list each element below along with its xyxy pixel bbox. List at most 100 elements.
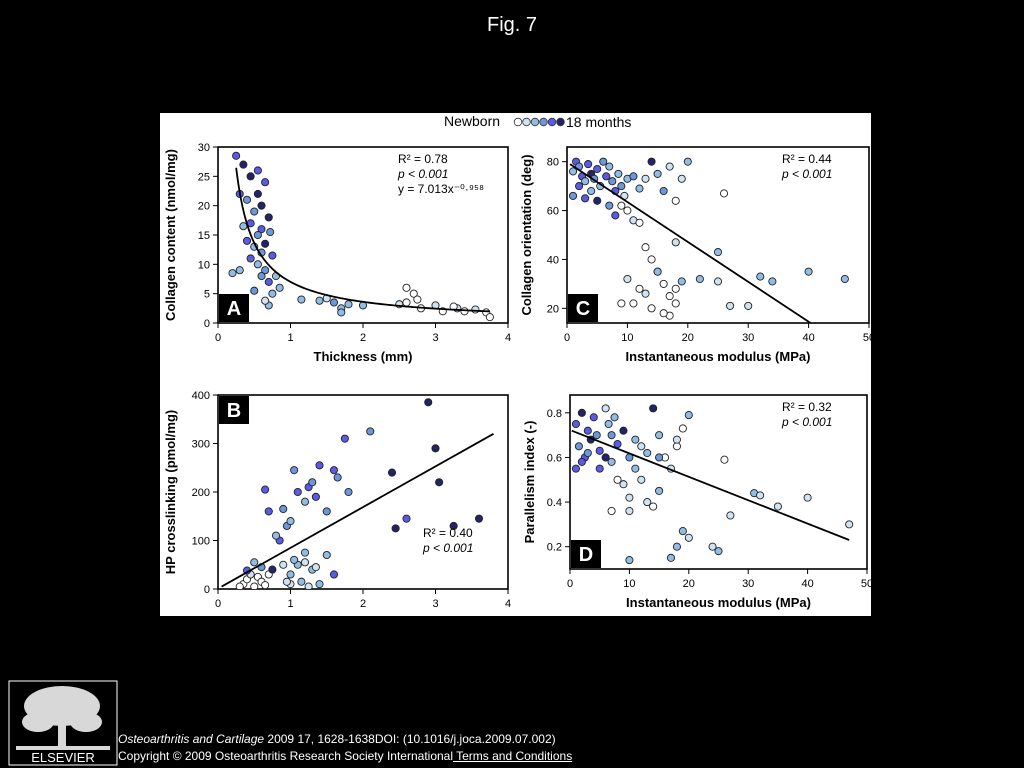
data-point <box>257 201 266 210</box>
data-point <box>286 570 295 579</box>
data-point <box>366 427 375 436</box>
data-point <box>315 296 324 305</box>
y-axis-label: Collagen orientation (deg) <box>519 154 534 315</box>
data-point <box>659 309 668 318</box>
age-legend: Newborn 18 months <box>444 113 631 130</box>
data-point <box>678 527 687 536</box>
data-point <box>619 480 628 489</box>
data-point <box>239 222 248 231</box>
data-point <box>593 164 602 174</box>
data-point <box>713 248 723 257</box>
data-point <box>726 511 735 520</box>
data-point <box>261 178 270 187</box>
data-point <box>261 296 270 305</box>
data-point <box>344 300 353 309</box>
page-title: Fig. 7 <box>486 14 538 36</box>
legend-dot-4 <box>547 117 557 127</box>
x-tick-label: 1 <box>287 598 293 610</box>
data-point <box>581 177 590 186</box>
data-point <box>641 289 650 298</box>
data-point <box>311 492 320 501</box>
fit-line <box>569 163 813 323</box>
x-axis-label: Thickness (mm) <box>314 349 413 364</box>
data-point <box>713 277 723 286</box>
data-point <box>322 507 331 516</box>
data-point <box>601 404 610 413</box>
data-point <box>257 272 266 281</box>
legend-dot-2 <box>530 117 540 127</box>
data-point <box>637 475 646 484</box>
figure-svg: Newborn 18 months 0 1 2 3 4051015202530Thick… <box>163 113 875 630</box>
data-point <box>315 580 324 589</box>
data-point <box>623 206 632 215</box>
data-point <box>577 408 586 417</box>
legend-start-label: Newborn <box>444 113 500 129</box>
panel-b: 0 1 2 3 4 0 100 200 300 400 Equilibrium modulus (M… <box>163 390 511 630</box>
data-point <box>635 184 644 193</box>
data-points <box>235 398 484 589</box>
data-point <box>242 195 252 204</box>
x-axis-label: Instantaneous modulus (MPa) <box>626 349 811 364</box>
data-point <box>246 172 255 181</box>
x-tick-label: 50 <box>863 332 871 344</box>
data-point <box>659 279 668 288</box>
data-point <box>315 461 324 470</box>
data-point <box>635 284 644 293</box>
stat-text: R² = 0.40 <box>423 526 473 540</box>
fit-line <box>571 429 850 541</box>
data-point <box>625 556 634 565</box>
data-point <box>583 426 592 435</box>
data-point <box>803 493 812 502</box>
data-point <box>232 151 241 160</box>
data-point <box>246 254 255 263</box>
stat-text: p < 0.001 <box>781 415 832 429</box>
data-point <box>571 419 580 429</box>
x-tick-label: 30 <box>742 332 754 344</box>
data-point <box>286 517 295 526</box>
data-point <box>619 426 628 435</box>
data-point <box>617 299 626 308</box>
data-point <box>297 295 306 304</box>
data-point <box>261 581 270 589</box>
y-tick-label: 100 <box>192 536 210 548</box>
data-point <box>671 196 680 205</box>
data-point <box>595 446 604 455</box>
data-point <box>250 582 259 589</box>
data-point <box>605 201 614 210</box>
data-point <box>253 166 262 175</box>
x-tick-label: 40 <box>802 332 814 344</box>
data-point <box>391 524 400 533</box>
data-point <box>744 301 753 310</box>
terms-link[interactable]: Terms and Conditions <box>453 749 573 763</box>
legend-color-scale <box>513 117 565 127</box>
data-point <box>268 289 277 298</box>
data-point <box>647 157 656 166</box>
data-point <box>610 413 619 422</box>
data-point <box>649 502 658 511</box>
stat-text: R² = 0.78 <box>398 152 448 166</box>
x-tick-label: 10 <box>623 578 635 590</box>
stat-text: y = 7.013x⁻⁰·⁹⁵⁸ <box>398 182 484 196</box>
data-point <box>300 558 310 567</box>
data-point <box>614 169 623 178</box>
data-point <box>253 230 262 240</box>
y-tick-label: 25 <box>198 171 210 183</box>
data-point <box>264 277 273 286</box>
data-point <box>413 295 422 304</box>
data-point <box>300 548 310 557</box>
data-point <box>290 555 299 564</box>
data-point <box>641 174 650 183</box>
elsevier-wordmark: ELSEVIER <box>31 750 95 765</box>
elsevier-logo: ELSEVIER <box>8 680 118 766</box>
data-point <box>431 444 440 453</box>
data-point <box>672 435 681 444</box>
data-point <box>653 267 662 276</box>
data-point <box>647 255 656 264</box>
panel-letter-badge <box>219 294 249 322</box>
data-point <box>607 431 616 440</box>
data-point <box>279 560 288 569</box>
x-tick-label: 0 <box>564 332 570 344</box>
y-tick-label: 0.4 <box>547 497 562 509</box>
data-point <box>581 194 590 203</box>
data-point <box>671 299 680 308</box>
